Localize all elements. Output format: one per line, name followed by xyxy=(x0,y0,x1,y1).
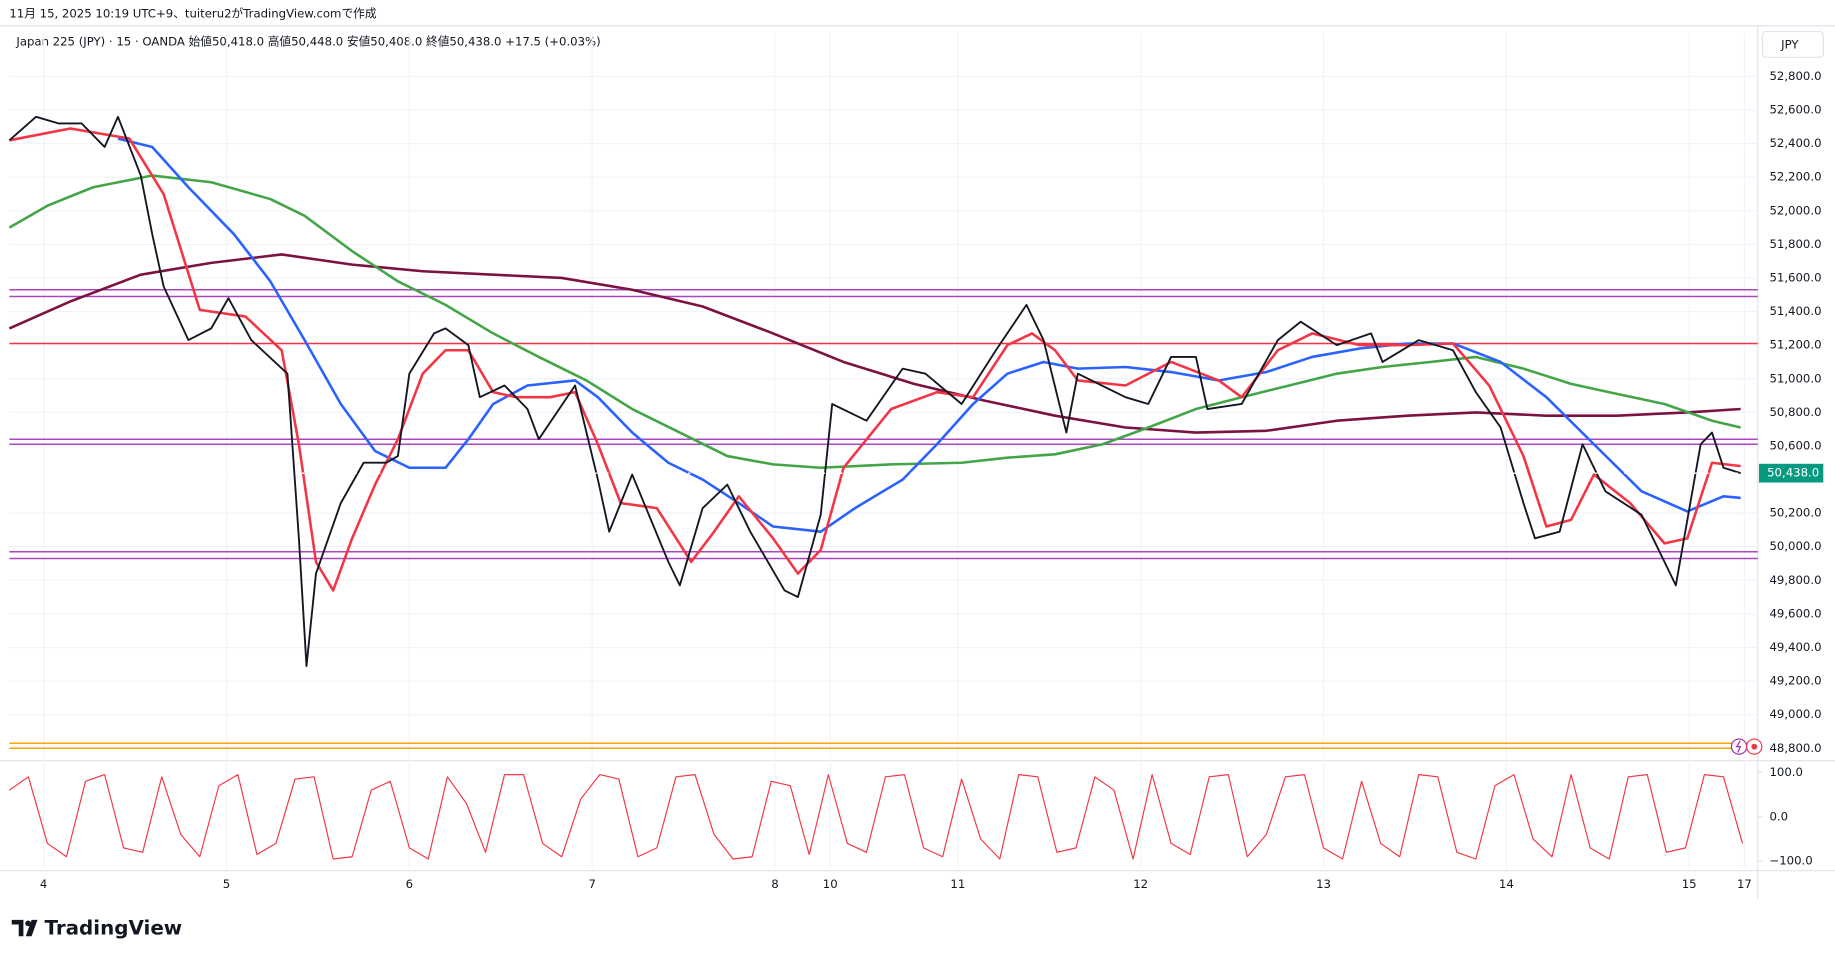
x-tick-label: 15 xyxy=(1682,877,1697,891)
logo-dot xyxy=(25,920,31,927)
series-line xyxy=(9,774,1744,860)
y-tick-label: 51,000.0 xyxy=(1769,371,1821,385)
y-tick-label: 50,600.0 xyxy=(1769,438,1821,452)
series-line xyxy=(8,174,1741,470)
y-tick-label: 50,800.0 xyxy=(1769,405,1821,419)
y-tick-label: 49,400.0 xyxy=(1769,640,1821,654)
x-tick-label: 6 xyxy=(406,877,413,891)
chart-title: Japan 225 (JPY) · 15 · OANDA 始値50,418.0 … xyxy=(15,35,600,49)
y-tick-label: 52,800.0 xyxy=(1769,69,1821,83)
x-tick-label: 10 xyxy=(823,877,838,891)
marks xyxy=(8,115,1824,860)
series-line xyxy=(8,253,1741,434)
y-tick-label: 51,400.0 xyxy=(1769,304,1821,318)
x-tick-label: 14 xyxy=(1499,877,1514,891)
y-tick-label: 49,600.0 xyxy=(1769,606,1821,620)
series-line xyxy=(8,115,1741,667)
y-tick-label: 49,000.0 xyxy=(1769,707,1821,721)
y-tick-label: 48,800.0 xyxy=(1769,741,1821,755)
x-tick-label: 12 xyxy=(1133,877,1148,891)
x-tick-label: 7 xyxy=(588,877,595,891)
y-tick-label: 52,000.0 xyxy=(1769,203,1821,217)
series-line xyxy=(9,127,1741,592)
replay-dot xyxy=(1751,743,1758,750)
y-tick-label: 0.0 xyxy=(1769,809,1788,823)
labels: 48,800.0 49,000.0 49,200.0 49,400.0 49,600.0… xyxy=(40,69,1822,891)
y-tick-label: 51,800.0 xyxy=(1769,237,1821,251)
y-tick-label: 50,000.0 xyxy=(1769,539,1821,553)
y-tick-label: −100.0 xyxy=(1769,854,1812,868)
y-tick-label: 51,600.0 xyxy=(1769,270,1821,284)
y-tick-label: 51,200.0 xyxy=(1769,338,1821,352)
y-tick-label: 100.0 xyxy=(1769,765,1802,779)
x-tick-label: 8 xyxy=(771,877,778,891)
x-tick-label: 4 xyxy=(40,877,47,891)
last-price-box xyxy=(1758,463,1824,483)
y-tick-label: 52,600.0 xyxy=(1769,103,1821,117)
logo: TradingView xyxy=(11,917,182,940)
grid xyxy=(9,32,1763,869)
tool-icons[interactable] xyxy=(1730,738,1763,755)
logo-mark xyxy=(11,919,38,937)
currency-box[interactable] xyxy=(1761,31,1824,58)
brand: TradingView xyxy=(44,917,182,940)
y-tick-label: 50,200.0 xyxy=(1769,506,1821,520)
x-tick-label: 13 xyxy=(1316,877,1331,891)
y-tick-label: 49,200.0 xyxy=(1769,674,1821,688)
alert-bolt xyxy=(1735,740,1742,753)
x-tick-label: 17 xyxy=(1737,877,1752,891)
last-price-label: 50,438.0 xyxy=(1767,466,1819,480)
y-tick-label: 49,800.0 xyxy=(1769,573,1821,587)
credit: 11月 15, 2025 10:19 UTC+9、tuiteru2がTradin… xyxy=(9,7,376,21)
currency: JPY xyxy=(1780,38,1799,52)
x-tick-label: 11 xyxy=(950,877,965,891)
x-tick-label: 5 xyxy=(223,877,230,891)
y-tick-label: 52,200.0 xyxy=(1769,170,1821,184)
y-tick-label: 52,400.0 xyxy=(1769,136,1821,150)
